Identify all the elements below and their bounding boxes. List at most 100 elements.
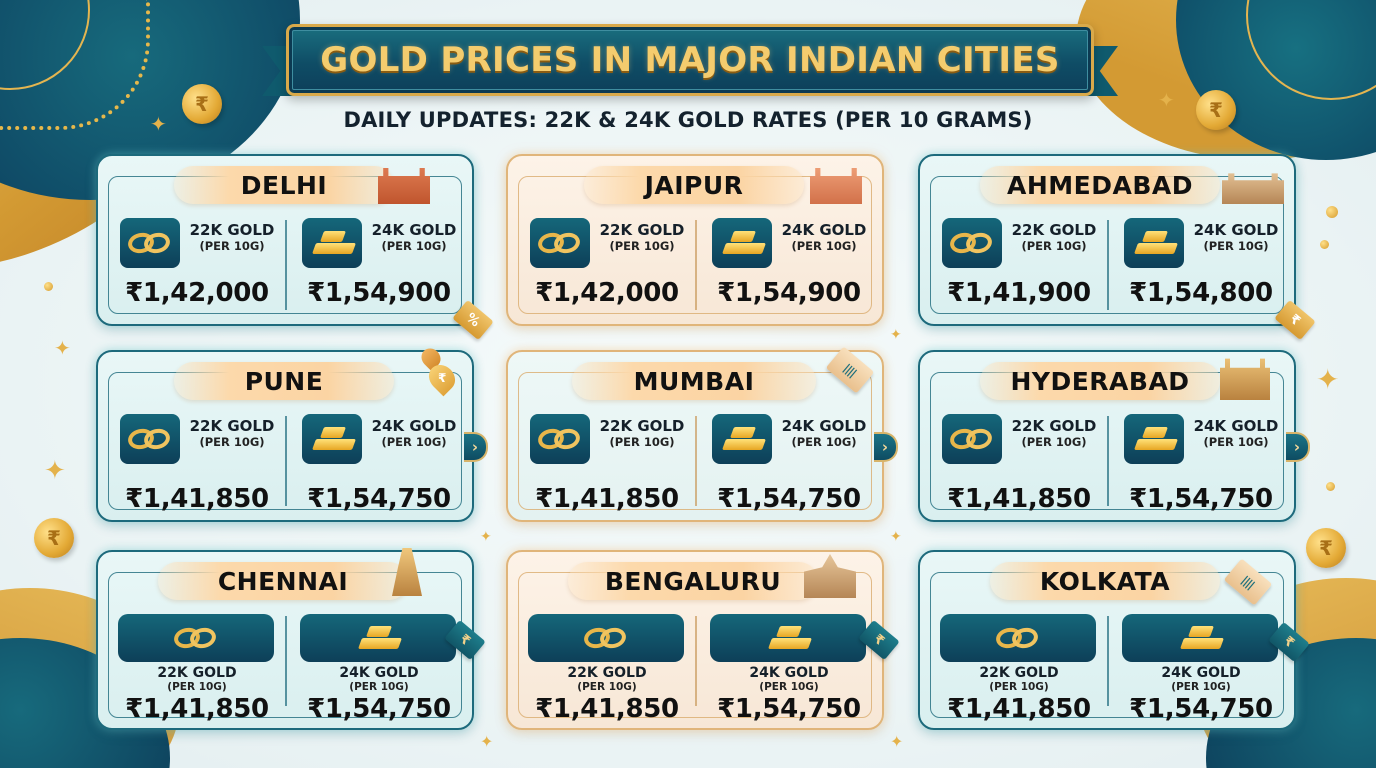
gold-ring-top-right [1246, 0, 1376, 100]
title-banner: GOLD PRICES IN MAJOR INDIAN CITIES [262, 24, 1118, 96]
gold-24k-label: 24K GOLD [749, 665, 829, 681]
price-24k: ₹1,54,750 [1129, 484, 1273, 514]
price-24k: ₹1,54,750 [307, 484, 451, 514]
divider [285, 416, 287, 506]
gold-22k-label: 22K GOLD [1011, 417, 1097, 435]
city-name: PUNE [244, 366, 324, 396]
sparkle-icon: ✦ [1316, 363, 1340, 396]
red-fort-icon [378, 168, 430, 204]
palace-icon [804, 554, 856, 598]
gold-24k-section: 24K GOLD (PER 10G) ₹1,54,750 [294, 414, 464, 514]
divider [1107, 616, 1109, 706]
gold-bars-icon [302, 218, 362, 268]
city-card-hyderabad: HYDERABAD 22K GOLD (PER 10G) ₹1,41,850 24… [918, 350, 1310, 522]
gold-bars-icon [300, 614, 456, 662]
gold-rings-icon [942, 414, 1002, 464]
gold-bars-icon [710, 614, 866, 662]
gold-22k-label: 22K GOLD [567, 665, 647, 681]
sparkle-icon: ✦ [890, 327, 902, 343]
per-unit-label: (PER 10G) [1021, 435, 1087, 449]
gold-24k-section: 24K GOLD (PER 10G) ₹1,54,750 [294, 614, 464, 724]
gold-rings-icon [530, 218, 590, 268]
gold-22k-section: 22K GOLD (PER 10G) ₹1,41,850 [112, 614, 282, 724]
price-22k: ₹1,41,850 [125, 484, 269, 514]
banner-plate: GOLD PRICES IN MAJOR INDIAN CITIES [286, 24, 1094, 96]
gold-rings-icon [120, 414, 180, 464]
gold-22k-label: 22K GOLD [157, 665, 237, 681]
gold-24k-section: 24K GOLD (PER 10G) ₹1,54,900 [704, 218, 874, 318]
gold-24k-section: 24K GOLD (PER 10G) ₹1,54,800 [1116, 218, 1286, 318]
per-unit-label: (PER 10G) [1203, 239, 1269, 253]
per-unit-label: (PER 10G) [989, 681, 1049, 693]
city-name: KOLKATA [1039, 566, 1171, 596]
gold-bead-icon [44, 282, 53, 291]
price-22k: ₹1,41,850 [125, 694, 269, 724]
city-name-pill: JAIPUR [584, 166, 804, 204]
per-unit-label: (PER 10G) [791, 435, 857, 449]
gold-24k-label: 24K GOLD [371, 417, 457, 435]
city-name-pill: KOLKATA [990, 562, 1220, 600]
price-22k: ₹1,41,850 [947, 484, 1091, 514]
city-name-pill: PUNE [174, 362, 394, 400]
price-22k: ₹1,41,900 [947, 278, 1091, 308]
gold-24k-label: 24K GOLD [1193, 417, 1279, 435]
gold-24k-label: 24K GOLD [781, 417, 867, 435]
per-unit-label: (PER 10G) [577, 681, 637, 693]
sparkle-icon: ✦ [44, 456, 66, 486]
gold-bars-icon [1124, 414, 1184, 464]
gold-24k-label: 24K GOLD [781, 221, 867, 239]
divider [695, 220, 697, 310]
next-arrow-button[interactable]: › [464, 432, 488, 462]
gold-24k-label: 24K GOLD [1161, 665, 1241, 681]
gold-22k-section: 22K GOLD (PER 10G) ₹1,41,850 [522, 614, 692, 724]
gold-bars-icon [302, 414, 362, 464]
gold-bars-icon [712, 218, 772, 268]
per-unit-label: (PER 10G) [1171, 681, 1231, 693]
gold-bead-icon [1326, 482, 1335, 491]
page-subtitle: DAILY UPDATES: 22K & 24K GOLD RATES (PER… [343, 108, 1033, 132]
divider [695, 616, 697, 706]
city-card-delhi: DELHI 22K GOLD (PER 10G) ₹1,42,000 24K GO… [96, 154, 494, 341]
city-name: AHMEDABAD [1007, 170, 1193, 200]
price-24k: ₹1,54,750 [717, 484, 861, 514]
city-name: DELHI [240, 170, 328, 200]
per-unit-label: (PER 10G) [199, 239, 265, 253]
per-unit-label: (PER 10G) [609, 239, 675, 253]
gold-22k-section: 22K GOLD (PER 10G) ₹1,41,850 [522, 414, 692, 514]
gold-22k-section: 22K GOLD (PER 10G) ₹1,42,000 [522, 218, 692, 318]
city-card-ahmedabad: AHMEDABAD 22K GOLD (PER 10G) ₹1,41,900 24… [918, 154, 1316, 341]
gold-bars-icon [1124, 218, 1184, 268]
divider [695, 416, 697, 506]
gold-wave-top-right [1076, 0, 1376, 160]
chevron-right-icon: › [1293, 438, 1301, 456]
gold-24k-label: 24K GOLD [1193, 221, 1279, 239]
gold-rings-icon [120, 218, 180, 268]
city-card-pune: PUNE ₹ 22K GOLD (PER 10G) ₹1,41,850 24K G… [96, 344, 488, 522]
city-card-mumbai: MUMBAI |||| 22K GOLD (PER 10G) ₹1,41,850 … [506, 346, 898, 522]
gold-22k-section: 22K GOLD (PER 10G) ₹1,41,850 [934, 614, 1104, 724]
sparkle-icon: ✦ [1158, 88, 1175, 112]
per-unit-label: (PER 10G) [759, 681, 819, 693]
per-unit-label: (PER 10G) [609, 435, 675, 449]
price-24k: ₹1,54,750 [1129, 694, 1273, 724]
next-arrow-button[interactable]: › [1286, 432, 1310, 462]
gold-24k-section: 24K GOLD (PER 10G) ₹1,54,750 [1116, 614, 1286, 724]
price-22k: ₹1,42,000 [535, 278, 679, 308]
next-arrow-button[interactable]: › [874, 432, 898, 462]
city-card-kolkata: KOLKATA |||| 22K GOLD (PER 10G) ₹1,41,850… [918, 550, 1310, 730]
gold-22k-section: 22K GOLD (PER 10G) ₹1,41,900 [934, 218, 1104, 318]
price-24k: ₹1,54,900 [307, 278, 451, 308]
city-name: JAIPUR [644, 170, 744, 200]
city-name-pill: BENGALURU [568, 562, 818, 600]
city-name-pill: DELHI [174, 166, 394, 204]
gold-rings-icon [530, 414, 590, 464]
city-card-chennai: CHENNAI 22K GOLD (PER 10G) ₹1,41,850 24K … [96, 548, 486, 730]
gold-bead-icon [1320, 240, 1329, 249]
gold-22k-label: 22K GOLD [599, 417, 685, 435]
sparkle-icon: ✦ [890, 732, 904, 751]
rupee-coin-icon: ₹ [34, 518, 74, 558]
gold-ring-top-left [0, 0, 90, 90]
per-unit-label: (PER 10G) [381, 435, 447, 449]
price-24k: ₹1,54,750 [307, 694, 451, 724]
per-unit-label: (PER 10G) [381, 239, 447, 253]
